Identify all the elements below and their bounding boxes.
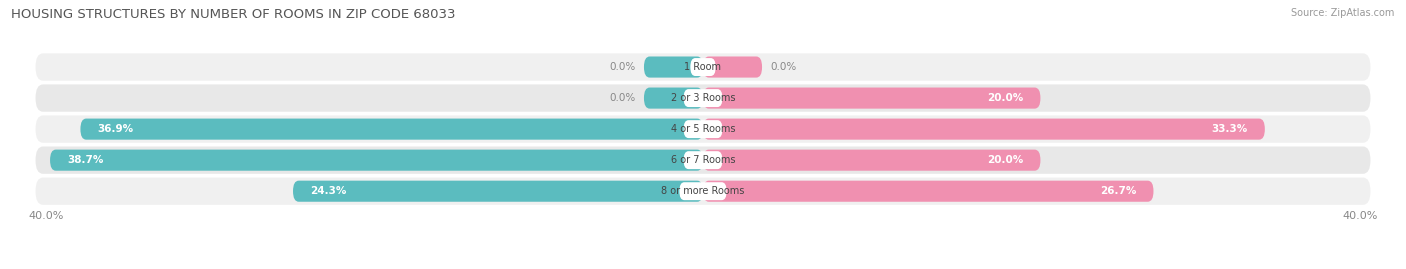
Text: 36.9%: 36.9% (97, 124, 134, 134)
FancyBboxPatch shape (703, 181, 1153, 202)
FancyBboxPatch shape (703, 56, 762, 77)
Text: Source: ZipAtlas.com: Source: ZipAtlas.com (1291, 8, 1395, 18)
Text: 40.0%: 40.0% (28, 211, 63, 221)
FancyBboxPatch shape (35, 84, 1371, 112)
Text: 33.3%: 33.3% (1212, 124, 1249, 134)
FancyBboxPatch shape (679, 182, 727, 200)
Text: 38.7%: 38.7% (67, 155, 103, 165)
Text: 8 or more Rooms: 8 or more Rooms (661, 186, 745, 196)
FancyBboxPatch shape (683, 120, 723, 138)
FancyBboxPatch shape (35, 115, 1371, 143)
FancyBboxPatch shape (292, 181, 703, 202)
Text: 40.0%: 40.0% (1343, 211, 1378, 221)
Text: 0.0%: 0.0% (609, 62, 636, 72)
FancyBboxPatch shape (644, 56, 703, 77)
Text: 2 or 3 Rooms: 2 or 3 Rooms (671, 93, 735, 103)
FancyBboxPatch shape (51, 150, 703, 171)
Text: 0.0%: 0.0% (770, 62, 797, 72)
FancyBboxPatch shape (644, 87, 703, 109)
FancyBboxPatch shape (35, 53, 1371, 81)
FancyBboxPatch shape (690, 58, 716, 76)
Text: 26.7%: 26.7% (1101, 186, 1136, 196)
FancyBboxPatch shape (35, 178, 1371, 205)
FancyBboxPatch shape (703, 87, 1040, 109)
FancyBboxPatch shape (35, 147, 1371, 174)
Text: 4 or 5 Rooms: 4 or 5 Rooms (671, 124, 735, 134)
Text: HOUSING STRUCTURES BY NUMBER OF ROOMS IN ZIP CODE 68033: HOUSING STRUCTURES BY NUMBER OF ROOMS IN… (11, 8, 456, 21)
Text: 20.0%: 20.0% (987, 93, 1024, 103)
Text: 0.0%: 0.0% (609, 93, 636, 103)
Text: 24.3%: 24.3% (309, 186, 346, 196)
FancyBboxPatch shape (683, 151, 723, 169)
FancyBboxPatch shape (80, 119, 703, 140)
Text: 1 Room: 1 Room (685, 62, 721, 72)
Text: 20.0%: 20.0% (987, 155, 1024, 165)
Text: 6 or 7 Rooms: 6 or 7 Rooms (671, 155, 735, 165)
FancyBboxPatch shape (703, 150, 1040, 171)
FancyBboxPatch shape (683, 89, 723, 107)
FancyBboxPatch shape (703, 119, 1265, 140)
